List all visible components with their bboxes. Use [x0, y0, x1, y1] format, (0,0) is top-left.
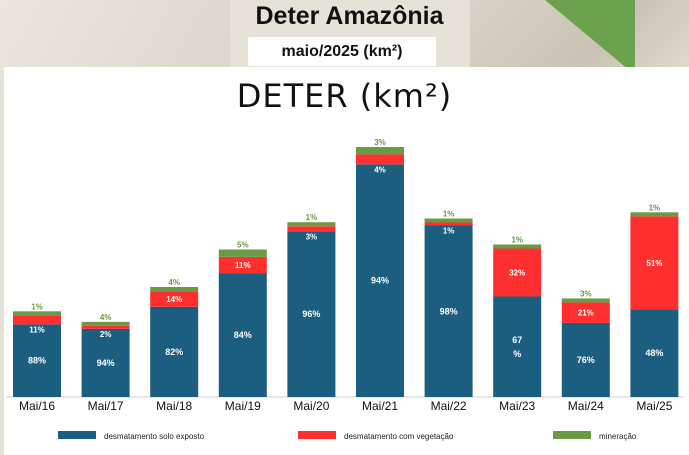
data-label-mineracao: 1% — [511, 236, 523, 245]
bar-segment-solo-exposto — [13, 324, 61, 397]
bar-segment-mineracao — [630, 212, 679, 217]
bar-segment-vegetacao — [561, 302, 610, 323]
data-label-solo-exposto: 96% — [302, 309, 320, 319]
data-label-solo-exposto: 94% — [97, 358, 115, 368]
page-subtitle: maio/2025 (km²) — [248, 37, 436, 66]
data-label-vegetacao: 1% — [443, 227, 455, 236]
data-label-mineracao: 3% — [580, 289, 592, 298]
data-label-solo-exposto: 82% — [165, 347, 183, 357]
legend-label: mineração — [599, 432, 637, 441]
data-label-solo-exposto: 94% — [371, 276, 389, 286]
bar-segment-solo-exposto — [630, 309, 679, 397]
x-tick-label: Mai/23 — [499, 399, 535, 413]
bar-segment-vegetacao — [356, 154, 404, 165]
bar-segment-mineracao — [561, 298, 610, 303]
data-label-vegetacao: 14% — [166, 295, 182, 304]
bar-segment-solo-exposto — [150, 306, 199, 397]
x-tick-label: Mai/17 — [88, 399, 124, 413]
bar-segment-mineracao — [356, 147, 404, 155]
x-tick-label: Mai/18 — [156, 399, 192, 413]
bar-segment-vegetacao — [81, 325, 130, 329]
chart-title: DETER (km²) — [236, 77, 453, 115]
x-tick-label: Mai/16 — [19, 399, 55, 413]
x-tick-label: Mai/19 — [225, 399, 261, 413]
data-label-solo-exposto: 76% — [577, 355, 595, 365]
bar-segment-vegetacao — [424, 222, 473, 226]
data-label-vegetacao: 32% — [509, 269, 525, 278]
data-label-mineracao: 1% — [649, 203, 661, 212]
data-label-mineracao: 4% — [168, 278, 180, 287]
bar-segment-solo-exposto — [81, 328, 130, 397]
legend-label: desmatamento solo exposto — [104, 432, 205, 441]
bar-segment-solo-exposto — [424, 225, 473, 397]
legend-swatch — [58, 431, 96, 439]
bar-segment-vegetacao — [630, 216, 679, 310]
bar-segment-mineracao — [287, 222, 336, 227]
x-tick-label: Mai/22 — [431, 399, 467, 413]
legend-swatch — [553, 431, 591, 439]
bar-segment-vegetacao — [287, 226, 336, 232]
bar-segment-solo-exposto — [356, 164, 404, 397]
data-label-mineracao: 1% — [443, 210, 455, 219]
bar-segment-vegetacao — [218, 256, 267, 274]
data-label-mineracao: 3% — [374, 138, 386, 147]
x-tick-label: Mai/20 — [293, 399, 329, 413]
data-label-solo-exposto: 88% — [28, 356, 46, 366]
bar-segment-mineracao — [150, 287, 199, 292]
data-label-vegetacao: 4% — [374, 165, 386, 174]
data-label-solo-exposto: 67 — [512, 335, 522, 345]
background-green-accent — [545, 0, 635, 75]
x-tick-label: Mai/21 — [362, 399, 398, 413]
data-label-vegetacao: 51% — [646, 259, 662, 268]
data-label-solo-exposto: 48% — [645, 348, 663, 358]
data-label-mineracao: 5% — [237, 241, 249, 250]
x-tick-label: Mai/25 — [636, 399, 672, 413]
bar-segment-solo-exposto — [287, 231, 336, 397]
legend-swatch — [298, 431, 336, 439]
bar-segment-vegetacao — [493, 248, 542, 297]
data-label-mineracao: 1% — [31, 302, 43, 311]
bar-segment-mineracao — [493, 244, 542, 249]
data-label-vegetacao: 11% — [235, 261, 251, 270]
data-label-solo-exposto: % — [513, 349, 521, 359]
bar-segment-mineracao — [81, 321, 130, 326]
legend-label: desmatamento com vegetação — [344, 432, 454, 441]
data-label-vegetacao: 11% — [29, 325, 45, 334]
bar-segment-mineracao — [424, 218, 473, 223]
bar-segment-solo-exposto — [218, 273, 267, 397]
data-label-vegetacao: 3% — [306, 232, 318, 241]
bar-segment-solo-exposto — [561, 322, 610, 397]
bar-segment-mineracao — [218, 249, 267, 257]
bar-segment-vegetacao — [13, 315, 61, 325]
x-tick-label: Mai/24 — [568, 399, 604, 413]
data-label-vegetacao: 21% — [578, 309, 594, 318]
bar-segment-solo-exposto — [493, 296, 542, 397]
data-label-mineracao: 1% — [306, 213, 318, 222]
background-texture-left — [0, 0, 230, 75]
data-label-solo-exposto: 84% — [234, 330, 252, 340]
bar-segment-mineracao — [13, 311, 61, 316]
data-label-mineracao: 4% — [100, 313, 112, 322]
data-label-vegetacao: 2% — [100, 330, 112, 339]
page-title: Deter Amazônia — [255, 2, 444, 30]
bar-segment-vegetacao — [150, 291, 199, 307]
data-label-solo-exposto: 98% — [440, 306, 458, 316]
